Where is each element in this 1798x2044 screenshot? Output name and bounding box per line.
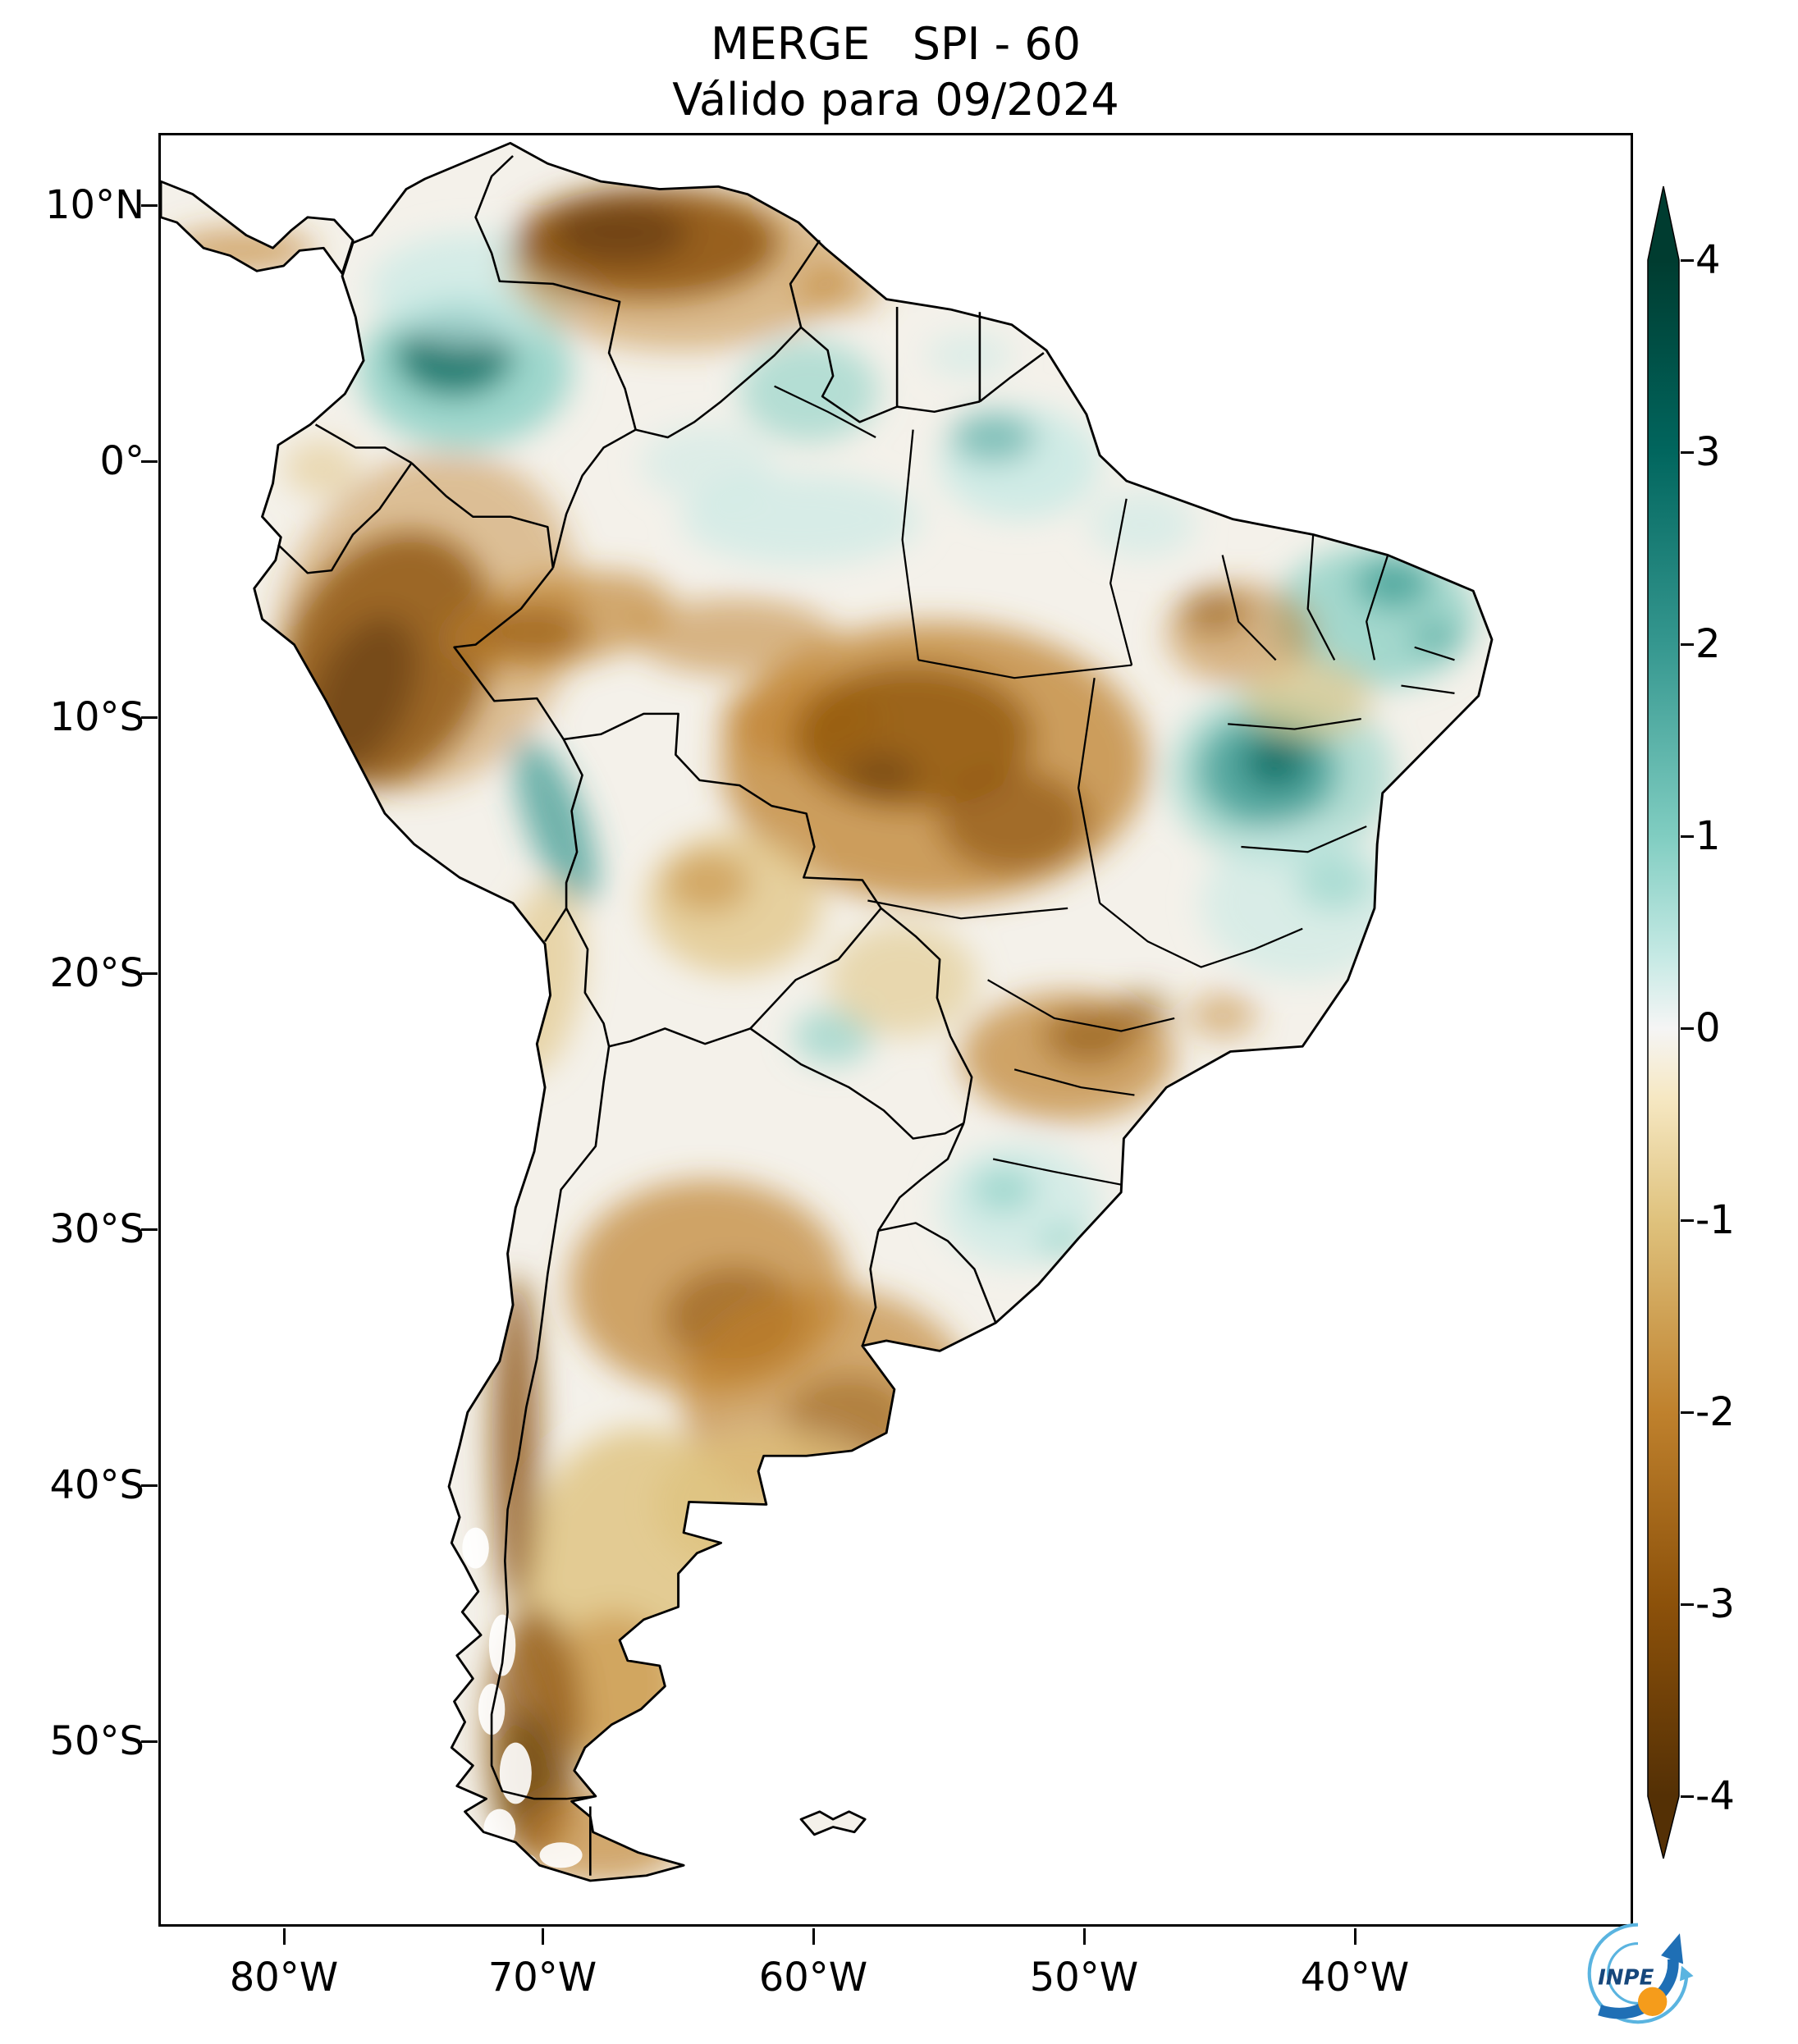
country-borders — [277, 155, 1045, 1876]
x-tick-label: 50°W — [1029, 1955, 1139, 2001]
colorbar-label: 1 — [1695, 813, 1721, 859]
colorbar-tick — [1681, 1795, 1694, 1798]
colorbar-label: 4 — [1695, 237, 1721, 283]
logo-orange-dot — [1638, 1987, 1668, 2016]
colorbar-label: 0 — [1695, 1005, 1721, 1051]
inpe-logo: INPE — [1587, 1923, 1694, 2024]
logo-arrowhead — [1661, 1933, 1684, 1964]
y-axis-tick — [141, 1228, 158, 1231]
colorbar-label: -4 — [1695, 1773, 1735, 1819]
y-tick-label: 40°S — [49, 1462, 144, 1508]
y-tick-label: 10°S — [49, 694, 144, 740]
logo-blue-arrow — [1598, 1958, 1679, 2019]
y-tick-label: 30°S — [49, 1206, 144, 1252]
colorbar-tick — [1681, 1411, 1694, 1414]
y-axis-tick — [141, 204, 158, 207]
y-tick-label: 50°S — [49, 1718, 144, 1764]
colorbar-label: -1 — [1695, 1197, 1735, 1243]
y-tick-label: 10°N — [45, 182, 144, 228]
x-axis-tick — [812, 1928, 815, 1945]
y-axis-tick — [141, 716, 158, 719]
x-axis-tick — [1083, 1928, 1086, 1945]
logo-text: INPE — [1598, 1966, 1654, 1991]
title-line-2: Válido para 09/2024 — [672, 74, 1119, 126]
no-data-speckles — [462, 1527, 583, 1873]
x-tick-label: 70°W — [487, 1955, 597, 2001]
y-axis-tick — [141, 1484, 158, 1487]
colorbar-label: 2 — [1695, 621, 1721, 667]
y-axis-tick — [141, 972, 158, 975]
colorbar-label: 3 — [1695, 429, 1721, 475]
colorbar-label: -2 — [1695, 1389, 1735, 1435]
y-axis-tick — [141, 460, 158, 463]
colorbar-tick — [1681, 1027, 1694, 1030]
colorbar-tick — [1681, 259, 1694, 262]
y-tick-label: 0° — [99, 438, 144, 484]
state-borders — [774, 385, 1455, 1186]
colorbar-tick — [1681, 1603, 1694, 1606]
y-tick-label: 20°S — [49, 950, 144, 996]
map-plot-area: INPE — [158, 133, 1694, 2024]
x-tick-label: 80°W — [229, 1955, 339, 2001]
x-axis-tick — [542, 1928, 544, 1945]
spi-colorbar — [1647, 185, 1680, 1859]
colorbar-tick — [1681, 451, 1694, 454]
south-america-spi-map — [161, 141, 1494, 1882]
x-axis-tick — [1354, 1928, 1357, 1945]
x-axis-tick — [283, 1928, 286, 1945]
title-line-1: MERGE SPI - 60 — [711, 18, 1081, 70]
logo-swirl-arrowhead — [1679, 1965, 1694, 1982]
x-tick-label: 60°W — [758, 1955, 868, 2001]
x-tick-label: 40°W — [1300, 1955, 1410, 2001]
colorbar-label: -3 — [1695, 1581, 1735, 1627]
spi-raster-layer — [161, 143, 1492, 1881]
colorbar-tick — [1681, 1219, 1694, 1222]
colorbar-tick — [1681, 643, 1694, 646]
y-axis-tick — [141, 1740, 158, 1743]
colorbar-tick — [1681, 835, 1694, 838]
